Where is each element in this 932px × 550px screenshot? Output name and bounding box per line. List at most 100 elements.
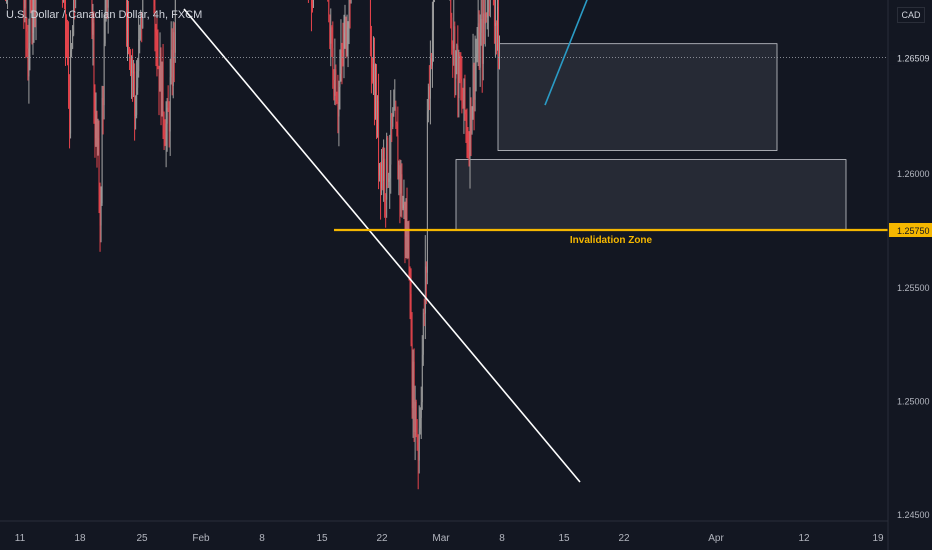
candle xyxy=(470,97,472,157)
candle xyxy=(420,386,422,439)
candle xyxy=(465,109,467,143)
candle xyxy=(26,17,28,57)
candle xyxy=(30,0,32,14)
candle xyxy=(416,419,418,451)
candle xyxy=(388,172,390,188)
candle xyxy=(129,46,131,71)
candle xyxy=(332,21,334,89)
candle xyxy=(25,0,27,59)
candle xyxy=(343,14,345,79)
candle xyxy=(394,79,396,111)
candle xyxy=(140,9,142,41)
candle xyxy=(409,266,411,320)
candle xyxy=(415,399,417,438)
candle xyxy=(7,0,9,10)
y-tick-label: 1.26000 xyxy=(897,169,930,179)
candle xyxy=(386,132,388,218)
price-zone[interactable] xyxy=(497,43,778,151)
candle xyxy=(432,0,434,62)
candle xyxy=(74,0,76,20)
candle xyxy=(169,58,171,156)
candle xyxy=(345,16,347,59)
projection-arrow[interactable] xyxy=(544,0,731,106)
downtrend-line[interactable] xyxy=(183,8,581,483)
price-zone[interactable] xyxy=(455,159,847,231)
candle xyxy=(158,65,160,116)
candle xyxy=(334,38,336,105)
candle xyxy=(5,0,7,2)
candle xyxy=(412,349,414,438)
candle xyxy=(421,335,423,410)
candle xyxy=(125,0,127,47)
candle xyxy=(141,12,143,43)
candle xyxy=(392,107,394,130)
candle xyxy=(34,0,36,28)
candle xyxy=(331,25,333,57)
candle xyxy=(157,29,159,70)
candle xyxy=(372,36,374,96)
candle xyxy=(376,64,378,140)
candle xyxy=(489,0,491,18)
candle xyxy=(93,11,95,124)
candle xyxy=(478,10,480,70)
candle xyxy=(349,0,351,29)
candle xyxy=(97,118,99,156)
candle xyxy=(377,95,379,138)
candle xyxy=(161,61,163,117)
candle xyxy=(339,49,341,110)
currency-badge[interactable]: CAD xyxy=(897,7,925,23)
candle xyxy=(350,0,352,4)
candle xyxy=(73,0,75,37)
x-tick-label: 22 xyxy=(618,533,630,544)
y-tick-label: 1.25500 xyxy=(897,283,930,293)
candle xyxy=(480,0,482,46)
candle xyxy=(484,0,486,47)
candle xyxy=(128,0,130,55)
candle xyxy=(328,0,330,23)
candles-layer xyxy=(5,0,500,490)
candle xyxy=(162,43,164,140)
candle xyxy=(467,127,469,159)
candle xyxy=(379,163,381,182)
candle xyxy=(383,139,385,202)
zones-layer xyxy=(455,43,847,231)
candle xyxy=(6,0,8,4)
candle xyxy=(335,64,337,106)
candle xyxy=(164,119,166,147)
svg-text:1.26509: 1.26509 xyxy=(897,54,930,64)
candle xyxy=(486,0,488,30)
candle xyxy=(413,348,415,442)
candle xyxy=(397,106,399,180)
candle xyxy=(402,195,404,211)
candle xyxy=(102,86,104,135)
candle xyxy=(452,40,454,78)
x-tick-label: 8 xyxy=(499,533,505,544)
candle xyxy=(488,0,490,17)
candle xyxy=(166,98,168,152)
candle xyxy=(70,30,72,139)
candle xyxy=(173,22,175,83)
y-tick-label: 1.24500 xyxy=(897,510,930,520)
candle xyxy=(390,90,392,194)
candle xyxy=(430,52,432,70)
candle xyxy=(496,0,498,51)
candle xyxy=(424,235,426,340)
candle xyxy=(27,24,29,81)
candle xyxy=(92,3,94,66)
candle xyxy=(307,0,309,3)
x-tick-label: 12 xyxy=(798,533,810,544)
candle xyxy=(487,0,489,37)
candle xyxy=(96,110,98,168)
candle xyxy=(333,69,335,101)
x-tick-label: Mar xyxy=(432,533,450,544)
candle xyxy=(327,0,329,2)
candle xyxy=(493,0,495,44)
candle xyxy=(427,83,429,123)
lines-layer xyxy=(0,0,888,483)
candle xyxy=(167,85,169,112)
candle xyxy=(466,108,468,159)
candle xyxy=(133,60,135,98)
candle xyxy=(91,0,93,40)
